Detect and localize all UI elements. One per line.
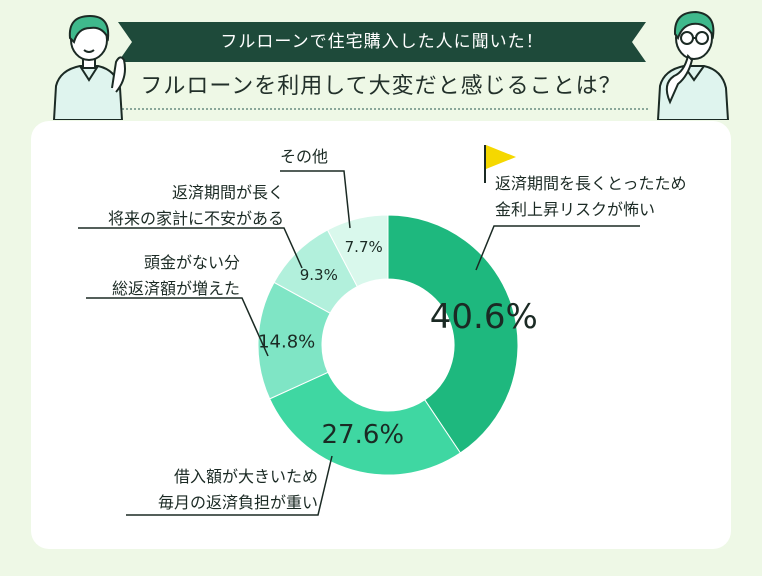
pct-label-rate-risk: 40.6% [430,297,538,337]
pct-label-future-finance: 9.3% [300,266,338,284]
title-underline [114,108,648,110]
pct-label-monthly-burden: 27.6% [322,420,405,450]
leader-line-monthly-burden [126,455,333,516]
ribbon-shape [118,22,646,62]
flag-icon [484,145,516,183]
slice-label-rate-risk: 返済期間を長くとったため 金利上昇リスクが怖い [495,174,687,219]
slice-label-other: その他 [280,147,329,166]
title-ribbon [118,22,646,62]
ribbon-text: フルローンで住宅購入した人に聞いた！ [220,32,544,52]
slice-other [326,214,389,288]
slice-label-monthly-burden: 借入額が大きいため 毎月の返済負担が重い [157,467,318,512]
slice-label-no-downpayment: 頭金がない分 総返済額が増えた [111,253,240,298]
right-person-illustration [656,10,730,120]
left-person-illustration [52,14,126,120]
leader-line-other [280,170,351,229]
leader-line-rate-risk [475,225,640,271]
slice-rate-risk [387,214,519,454]
chart-card [31,121,731,549]
leader-line-future-finance [78,227,303,269]
slice-monthly-burden [269,371,462,476]
page-title: フルローンを利用して大変だと感じることは？ [140,74,622,99]
pct-label-no-downpayment: 14.8% [258,332,315,353]
slice-label-future-finance: 返済期間が長く 将来の家計に不安がある [107,183,284,228]
pct-label-other: 7.7% [345,238,383,256]
leader-line-no-downpayment [86,297,269,357]
